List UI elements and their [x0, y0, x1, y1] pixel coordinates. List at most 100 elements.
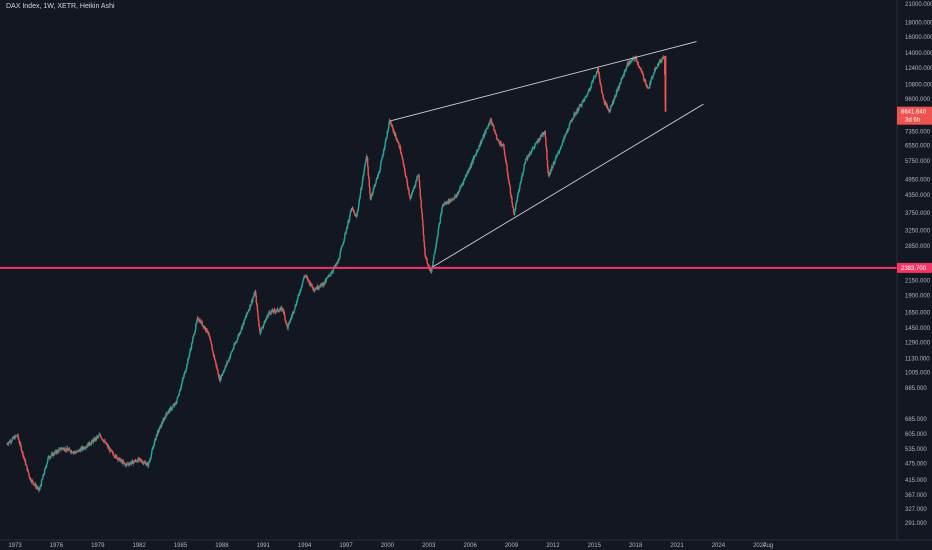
price-tick-label: 1290.000 [905, 340, 931, 346]
candle-body [47, 458, 49, 462]
candle-body [144, 462, 146, 463]
candle-body [244, 317, 246, 320]
candle-body [458, 189, 461, 192]
candle-body [78, 449, 80, 452]
candle-body [511, 202, 514, 207]
candle-body [477, 149, 480, 150]
candle-body [642, 74, 645, 79]
candle-body [569, 121, 571, 123]
candle-body [432, 259, 435, 262]
candle-body [165, 412, 167, 418]
candle-body [539, 135, 542, 139]
candle-body [18, 442, 21, 445]
price-tick-label: 1005.000 [905, 371, 931, 377]
candle-body [314, 289, 316, 291]
price-tick-label: 1900.000 [905, 293, 931, 299]
candle-body [233, 344, 235, 348]
candle-body [243, 319, 246, 320]
candle-body [551, 166, 553, 171]
candle-body [388, 123, 390, 128]
candle-body [423, 241, 426, 248]
candle-body [610, 105, 612, 107]
candle-body [544, 131, 547, 138]
candle-body [440, 212, 443, 214]
candle-body [342, 242, 344, 245]
candle-body [410, 193, 413, 197]
price-axis[interactable]: 21000.000 18000.000 16000.000 14000.000 1240… [905, 2, 932, 527]
candle-body [557, 151, 559, 154]
candle-body [78, 449, 81, 451]
candle-body [479, 144, 481, 147]
price-tick-label: 415.000 [905, 478, 927, 484]
candle-body [342, 244, 344, 246]
candle-body [245, 315, 247, 318]
candle-body [441, 206, 444, 209]
candle-body [345, 229, 348, 233]
candle-body [486, 127, 489, 129]
candle-body [415, 180, 417, 185]
candle-body [180, 386, 182, 389]
price-tick-label: 885.000 [905, 386, 927, 392]
candle-body [324, 279, 326, 284]
candle-body [605, 102, 608, 107]
candle-body [433, 253, 436, 255]
candle-body [607, 107, 609, 109]
price-tick-label: 9600.000 [905, 97, 931, 103]
time-axis[interactable]: 1973 1976 1979 1982 1985 1988 1991 1994 1997 2000… [8, 543, 773, 549]
candle-body [319, 287, 321, 288]
candle-body [517, 191, 520, 195]
candle-body [105, 442, 107, 445]
trendline[interactable] [389, 41, 697, 122]
candle-body [287, 323, 290, 326]
candle-body [122, 461, 125, 463]
candle-body [392, 127, 394, 132]
candle-body [564, 135, 566, 138]
candle-body [32, 480, 34, 483]
candle-body [76, 450, 79, 452]
candle-body [246, 312, 248, 314]
candle-body [41, 478, 44, 480]
candle-body [650, 78, 653, 80]
candle-body [33, 484, 36, 486]
candle-body [183, 371, 186, 375]
candle-body [505, 160, 507, 163]
candle-body [366, 157, 369, 167]
candle-body [298, 293, 300, 295]
candle-body [331, 272, 333, 273]
candle-body [414, 184, 417, 187]
candle-body [584, 96, 587, 98]
candle-body [238, 333, 240, 336]
candle-body [209, 339, 212, 342]
candle-body [26, 465, 28, 471]
candle-body [644, 80, 647, 84]
candle-body [591, 81, 593, 84]
candle-body [39, 487, 41, 490]
candle-body [562, 140, 564, 143]
candle-body [563, 137, 565, 140]
candle-body [207, 332, 209, 334]
candle-body [530, 150, 533, 153]
candle-body [343, 238, 346, 241]
candle-body [326, 278, 329, 279]
candle-body [138, 458, 141, 459]
candle-body [466, 173, 468, 176]
trendline[interactable] [430, 103, 704, 269]
candle-body [134, 461, 136, 463]
candle-body [467, 169, 470, 172]
candle-body [170, 407, 173, 410]
candle-body [149, 459, 151, 461]
candle-body [489, 119, 491, 124]
candle-body [247, 311, 249, 313]
time-tick-label: 2027 [753, 543, 767, 549]
candle-body [543, 131, 545, 134]
candle-body [356, 210, 359, 214]
candle-body [181, 381, 183, 384]
candle-body [633, 58, 635, 60]
candle-body [500, 142, 502, 144]
candle-body [648, 87, 651, 88]
candle-body [635, 58, 638, 61]
candle-body [363, 170, 365, 175]
candle-body [179, 390, 181, 392]
candle-body [623, 75, 625, 76]
